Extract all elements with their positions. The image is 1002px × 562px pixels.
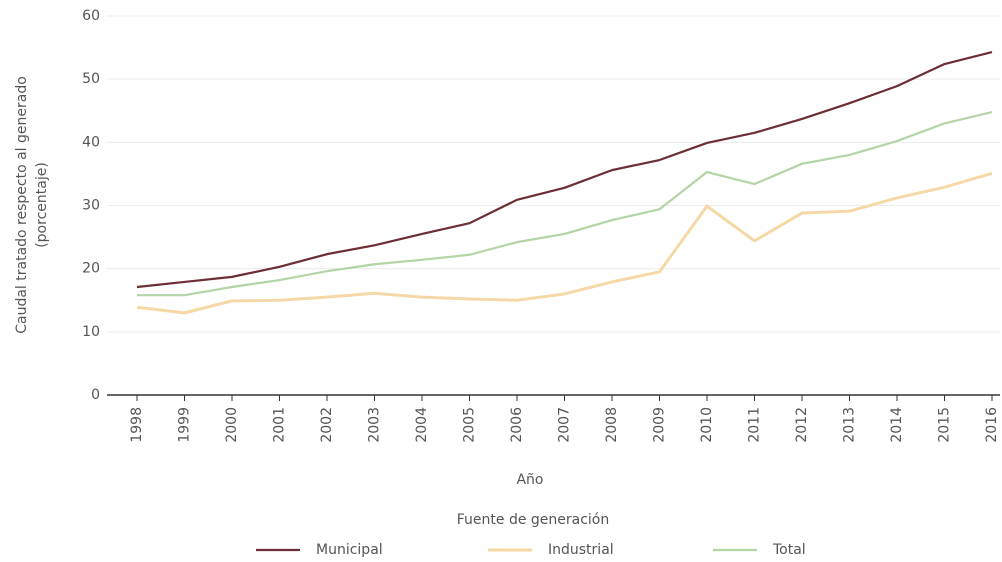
legend-label: Total [772,542,806,558]
x-tick-label: 2007 [557,407,573,443]
y-tick-label: 20 [82,261,100,277]
y-axis-label: Caudal tratado respecto al generado [14,76,30,334]
x-tick-label: 2002 [319,407,335,443]
x-tick-label: 2001 [272,407,288,443]
x-tick-label: 2012 [794,407,810,443]
x-tick-label: 1999 [177,407,193,443]
x-tick-label: 2015 [937,407,953,443]
x-tick-label: 2013 [842,407,858,443]
series-line [136,171,993,315]
x-tick-label: 2004 [414,407,430,443]
x-tick-label: 2016 [984,407,1000,443]
legend-label: Municipal [316,542,383,558]
y-tick-label: 50 [82,71,100,87]
x-tick-label: 2003 [367,407,383,443]
x-tick-label: 2000 [224,407,240,443]
y-tick-label: 60 [82,8,100,24]
y-tick-label: 10 [82,324,100,340]
y-axis-label: (porcentaje) [34,162,50,248]
x-axis-label: Año [516,472,543,488]
legend-title: Fuente de generación [457,512,610,528]
series-line [136,50,993,289]
x-tick-label: 2011 [747,407,763,443]
legend-label: Industrial [548,542,614,558]
y-tick-label: 0 [91,387,100,403]
x-tick-label: 2010 [699,407,715,443]
x-tick-label: 2009 [652,407,668,443]
x-tick-label: 2008 [604,407,620,443]
y-tick-label: 30 [82,198,100,214]
x-tick-label: 2005 [462,407,478,443]
x-tick-label: 1998 [129,407,145,443]
y-tick-label: 40 [82,134,100,150]
x-tick-label: 2006 [509,407,525,443]
series-line [137,110,993,297]
x-tick-label: 2014 [889,407,905,443]
